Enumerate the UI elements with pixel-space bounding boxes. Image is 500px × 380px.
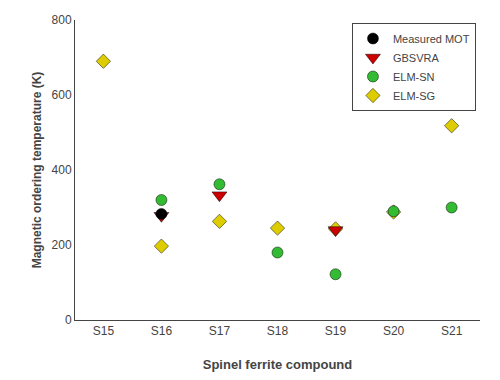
svg-text:Measured MOT: Measured MOT [393,33,470,45]
svg-text:800: 800 [52,13,72,27]
svg-text:200: 200 [52,238,72,252]
svg-text:S20: S20 [383,324,405,338]
svg-text:S16: S16 [151,324,173,338]
svg-text:S19: S19 [325,324,347,338]
svg-text:Magnetic ordering temperature: Magnetic ordering temperature (K) [30,72,44,269]
svg-text:GBSVRA: GBSVRA [393,52,440,64]
svg-text:S21: S21 [441,324,463,338]
svg-text:S18: S18 [267,324,289,338]
svg-text:600: 600 [52,88,72,102]
svg-text:0: 0 [65,313,72,327]
svg-text:S17: S17 [209,324,231,338]
svg-text:Spinel ferrite compound: Spinel ferrite compound [203,357,353,372]
svg-text:ELM-SN: ELM-SN [393,71,435,83]
svg-text:400: 400 [52,163,72,177]
svg-text:S15: S15 [93,324,115,338]
svg-text:ELM-SG: ELM-SG [393,90,435,102]
